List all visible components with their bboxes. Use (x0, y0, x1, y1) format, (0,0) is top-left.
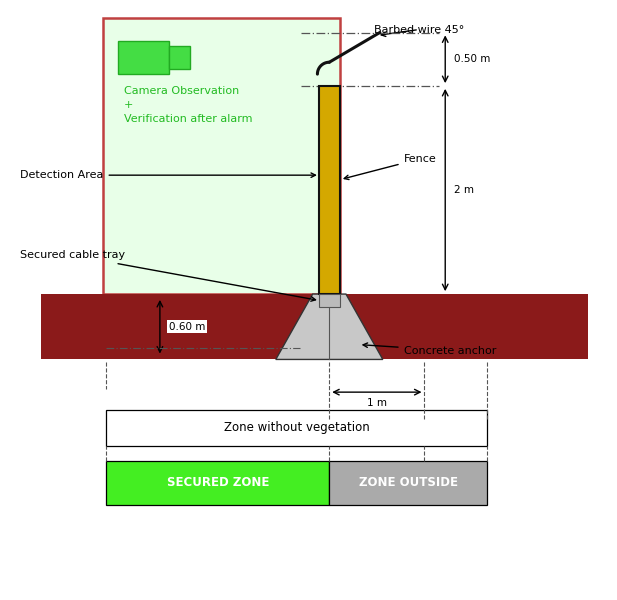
Text: Zone without vegetation: Zone without vegetation (224, 421, 370, 434)
Text: 0.50 m: 0.50 m (454, 54, 491, 64)
Bar (169, 46, 189, 69)
Text: SECURED ZONE: SECURED ZONE (167, 476, 269, 489)
Text: 4 m: 4 m (287, 425, 307, 434)
Bar (106, 410, 487, 446)
Bar (104, 17, 340, 294)
Bar (106, 461, 329, 505)
Text: 2 m: 2 m (454, 185, 474, 195)
Text: Secured cable tray: Secured cable tray (20, 250, 315, 301)
Text: Barbed wire 45°: Barbed wire 45° (374, 25, 464, 37)
Text: Detection Area: Detection Area (20, 170, 315, 180)
Bar (41, 294, 588, 359)
Text: 0.60 m: 0.60 m (169, 322, 205, 332)
Bar (118, 41, 169, 74)
Text: Camera Observation
+
Verification after alarm: Camera Observation + Verification after … (124, 86, 253, 124)
Text: Concrete anchor: Concrete anchor (363, 343, 496, 356)
Bar (318, 294, 340, 307)
Bar (318, 86, 340, 294)
Text: 1 m: 1 m (367, 398, 387, 408)
Text: Fence: Fence (344, 154, 436, 179)
Polygon shape (276, 294, 383, 359)
Text: ZONE OUTSIDE: ZONE OUTSIDE (358, 476, 458, 489)
Bar (329, 461, 487, 505)
